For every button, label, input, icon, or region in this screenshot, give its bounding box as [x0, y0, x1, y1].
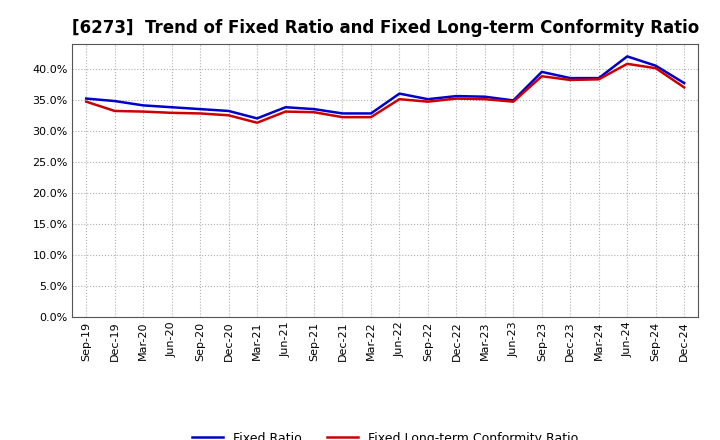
- Fixed Ratio: [366, 111, 375, 116]
- Fixed Long-term Conformity Ratio: [110, 108, 119, 114]
- Fixed Long-term Conformity Ratio: [395, 96, 404, 102]
- Fixed Long-term Conformity Ratio: [566, 77, 575, 83]
- Fixed Long-term Conformity Ratio: [680, 85, 688, 90]
- Fixed Long-term Conformity Ratio: [537, 73, 546, 79]
- Fixed Ratio: [509, 98, 518, 103]
- Fixed Long-term Conformity Ratio: [196, 111, 204, 116]
- Fixed Ratio: [139, 103, 148, 108]
- Fixed Ratio: [623, 54, 631, 59]
- Fixed Ratio: [338, 111, 347, 116]
- Fixed Long-term Conformity Ratio: [423, 99, 432, 104]
- Fixed Long-term Conformity Ratio: [509, 99, 518, 104]
- Line: Fixed Ratio: Fixed Ratio: [86, 56, 684, 118]
- Fixed Ratio: [566, 76, 575, 81]
- Fixed Ratio: [310, 106, 318, 112]
- Legend: Fixed Ratio, Fixed Long-term Conformity Ratio: Fixed Ratio, Fixed Long-term Conformity …: [187, 427, 583, 440]
- Fixed Ratio: [480, 94, 489, 99]
- Fixed Ratio: [167, 105, 176, 110]
- Fixed Ratio: [423, 96, 432, 102]
- Fixed Ratio: [452, 93, 461, 99]
- Fixed Ratio: [225, 108, 233, 114]
- Fixed Long-term Conformity Ratio: [253, 120, 261, 125]
- Fixed Long-term Conformity Ratio: [167, 110, 176, 115]
- Fixed Ratio: [652, 63, 660, 68]
- Fixed Ratio: [537, 69, 546, 74]
- Fixed Ratio: [82, 96, 91, 101]
- Fixed Ratio: [196, 106, 204, 112]
- Fixed Ratio: [595, 76, 603, 81]
- Line: Fixed Long-term Conformity Ratio: Fixed Long-term Conformity Ratio: [86, 64, 684, 123]
- Fixed Long-term Conformity Ratio: [366, 114, 375, 120]
- Fixed Long-term Conformity Ratio: [452, 96, 461, 101]
- Fixed Ratio: [680, 81, 688, 86]
- Fixed Long-term Conformity Ratio: [480, 96, 489, 102]
- Title: [6273]  Trend of Fixed Ratio and Fixed Long-term Conformity Ratio: [6273] Trend of Fixed Ratio and Fixed Lo…: [71, 19, 699, 37]
- Fixed Ratio: [395, 91, 404, 96]
- Fixed Long-term Conformity Ratio: [652, 66, 660, 71]
- Fixed Long-term Conformity Ratio: [82, 99, 91, 104]
- Fixed Long-term Conformity Ratio: [623, 61, 631, 66]
- Fixed Long-term Conformity Ratio: [282, 109, 290, 114]
- Fixed Ratio: [110, 99, 119, 104]
- Fixed Ratio: [282, 105, 290, 110]
- Fixed Long-term Conformity Ratio: [310, 110, 318, 115]
- Fixed Ratio: [253, 116, 261, 121]
- Fixed Long-term Conformity Ratio: [225, 113, 233, 118]
- Fixed Long-term Conformity Ratio: [595, 77, 603, 82]
- Fixed Long-term Conformity Ratio: [139, 109, 148, 114]
- Fixed Long-term Conformity Ratio: [338, 114, 347, 120]
